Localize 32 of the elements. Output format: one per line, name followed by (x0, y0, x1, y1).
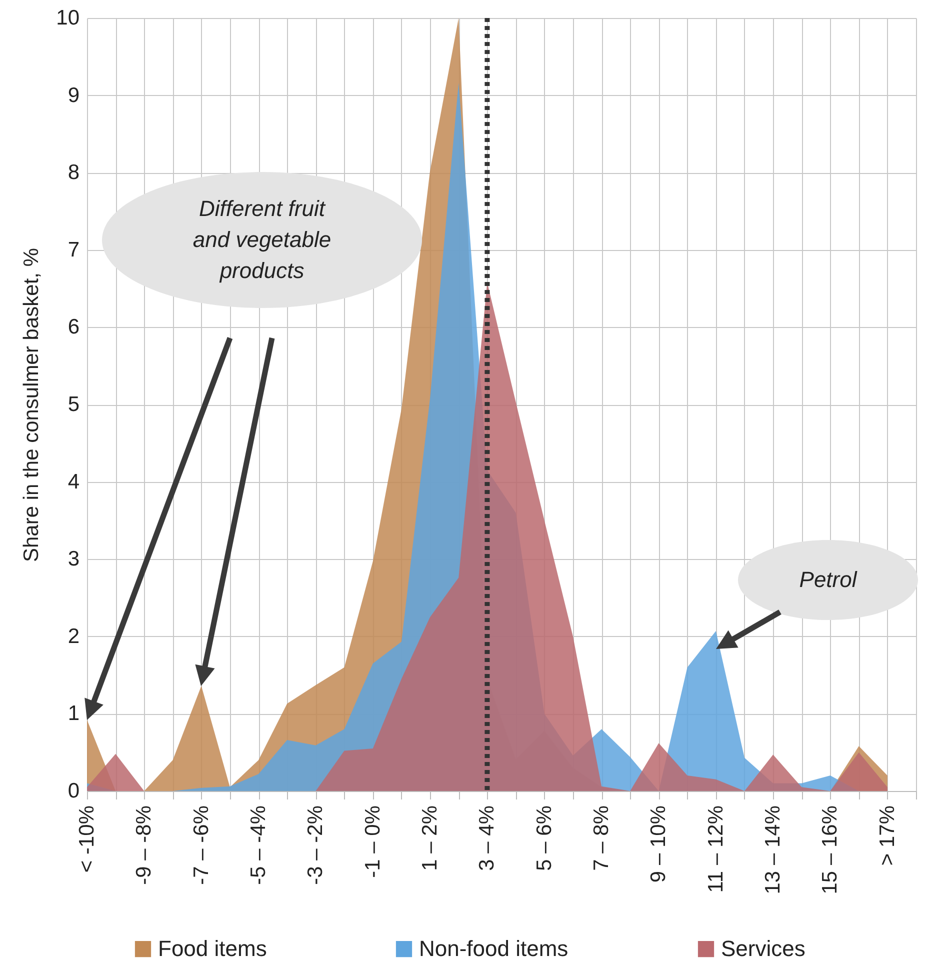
y-tick-label: 5 (68, 393, 80, 416)
y-tick-label: 7 (68, 238, 80, 262)
x-tick-label: -9 – -8% (132, 806, 156, 885)
x-tick-label: -7 – -6% (190, 806, 213, 885)
x-tick-label: > 17% (876, 806, 899, 866)
legend-label: Non-food items (419, 936, 568, 961)
y-axis-title: Share in the consulmer basket, % (20, 248, 44, 562)
x-tick-label: -5 – -4% (247, 806, 270, 885)
x-tick-label: -3 – -2% (304, 806, 328, 885)
x-tick-label: 7 – 8% (590, 806, 614, 871)
y-tick-label: 0 (68, 780, 80, 802)
x-tick-label: 13 – 14% (762, 806, 785, 894)
x-tick-label: 5 – 6% (532, 806, 556, 871)
x-tick-label: 9 – 10% (647, 806, 670, 883)
y-tick-label: 8 (68, 161, 80, 184)
x-tick-label: 15 – 16% (818, 806, 842, 894)
x-tick-label: 11 – 12% (704, 806, 728, 893)
legend-label: Services (721, 936, 806, 961)
y-tick-label: 2 (68, 624, 80, 648)
y-tick-label: 3 (68, 548, 80, 571)
x-tick-label: < -10% (76, 806, 98, 873)
y-tick-label: 1 (68, 702, 80, 726)
y-tick-label: 10 (56, 6, 80, 30)
annotation: Different fruit and vegetable products (192, 196, 332, 283)
y-tick-label: 4 (68, 470, 80, 494)
x-tick-label: -1 – 0% (361, 806, 384, 878)
legend-label: Food items (158, 936, 267, 961)
x-tick-label: 3 – 4% (476, 806, 499, 871)
y-tick-label: 6 (68, 316, 80, 339)
y-tick-label: 9 (68, 84, 80, 107)
x-tick-label: 1 – 2% (418, 806, 442, 871)
annotation: Petrol (799, 567, 858, 592)
